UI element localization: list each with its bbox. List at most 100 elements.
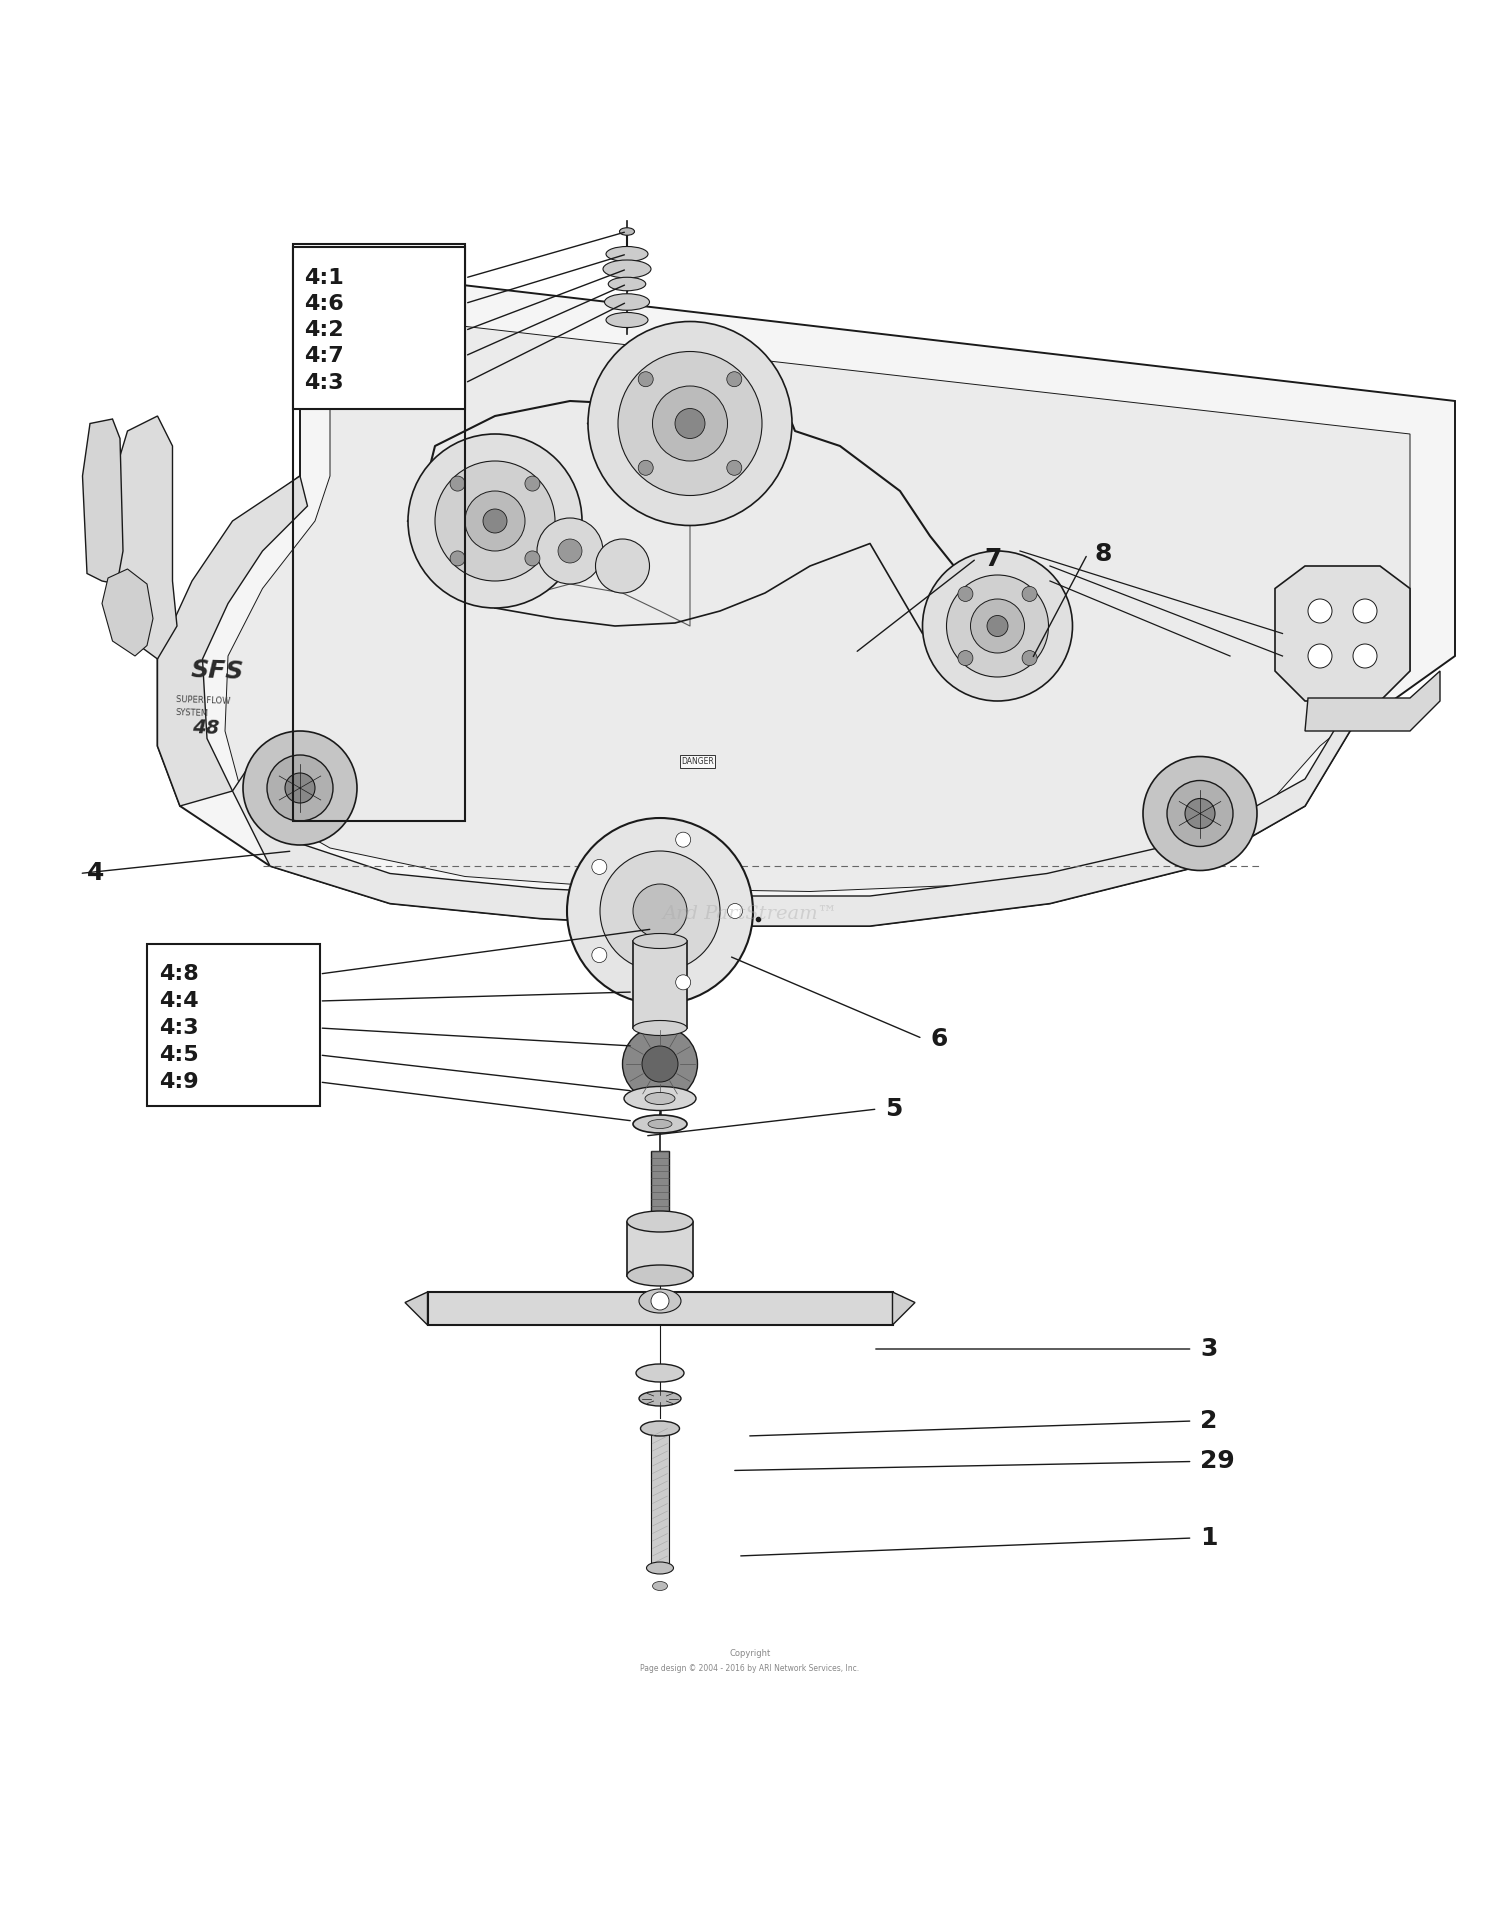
Circle shape	[651, 1293, 669, 1310]
Text: 4:3: 4:3	[159, 1017, 198, 1038]
Text: 2: 2	[1200, 1409, 1218, 1432]
Circle shape	[1185, 799, 1215, 828]
Text: 4:6: 4:6	[304, 294, 344, 314]
Circle shape	[987, 616, 1008, 637]
Ellipse shape	[609, 277, 645, 291]
Text: 48: 48	[192, 719, 220, 738]
Text: 4:2: 4:2	[304, 321, 344, 340]
Text: DANGER: DANGER	[681, 757, 714, 767]
Circle shape	[592, 858, 608, 874]
Circle shape	[592, 948, 608, 962]
Text: SYSTEM: SYSTEM	[176, 707, 208, 719]
Circle shape	[958, 587, 974, 602]
Circle shape	[465, 491, 525, 551]
Bar	[627, 1222, 693, 1275]
Ellipse shape	[652, 1581, 668, 1591]
Circle shape	[525, 476, 540, 491]
Bar	[633, 941, 687, 1029]
Text: 4: 4	[87, 862, 105, 885]
Circle shape	[243, 730, 357, 845]
Text: 29: 29	[1200, 1449, 1234, 1474]
Circle shape	[267, 755, 333, 820]
Circle shape	[728, 461, 742, 476]
Text: SFS: SFS	[190, 658, 244, 683]
Ellipse shape	[603, 260, 651, 277]
Text: Copyright: Copyright	[729, 1648, 771, 1658]
Circle shape	[970, 598, 1024, 654]
Polygon shape	[158, 476, 308, 807]
Text: 4:1: 4:1	[304, 268, 344, 289]
Circle shape	[675, 975, 690, 990]
Circle shape	[958, 650, 974, 665]
Polygon shape	[892, 1293, 915, 1325]
Circle shape	[600, 851, 720, 971]
Text: 4:7: 4:7	[304, 346, 344, 365]
Polygon shape	[225, 312, 1410, 891]
Polygon shape	[102, 570, 153, 656]
Ellipse shape	[627, 1210, 693, 1231]
Polygon shape	[405, 1293, 427, 1325]
Circle shape	[675, 409, 705, 438]
Ellipse shape	[645, 1092, 675, 1105]
Ellipse shape	[620, 228, 634, 235]
Circle shape	[1167, 780, 1233, 847]
Circle shape	[483, 509, 507, 533]
Circle shape	[728, 371, 742, 386]
Circle shape	[652, 386, 728, 461]
Circle shape	[1022, 587, 1036, 602]
Circle shape	[675, 832, 690, 847]
Text: 6: 6	[930, 1027, 948, 1050]
Polygon shape	[82, 419, 123, 583]
Text: 4:3: 4:3	[304, 373, 344, 394]
Circle shape	[946, 576, 1048, 677]
Polygon shape	[158, 266, 1455, 925]
Circle shape	[558, 539, 582, 562]
Circle shape	[638, 461, 652, 476]
Text: Ard PartStream™: Ard PartStream™	[663, 904, 837, 923]
Circle shape	[450, 476, 465, 491]
Circle shape	[922, 551, 1072, 702]
Text: 8: 8	[1095, 541, 1113, 566]
Ellipse shape	[633, 1021, 687, 1036]
Polygon shape	[105, 417, 177, 660]
Circle shape	[618, 352, 762, 495]
Ellipse shape	[606, 247, 648, 262]
Ellipse shape	[639, 1289, 681, 1314]
Circle shape	[638, 371, 652, 386]
Circle shape	[285, 772, 315, 803]
Circle shape	[450, 551, 465, 566]
Ellipse shape	[646, 1562, 674, 1574]
Circle shape	[1022, 650, 1036, 665]
Text: SUPER FLOW: SUPER FLOW	[176, 696, 230, 706]
Circle shape	[525, 551, 540, 566]
Ellipse shape	[639, 1392, 681, 1405]
Text: 3: 3	[1200, 1336, 1218, 1361]
Bar	[292, 247, 465, 409]
Ellipse shape	[636, 1363, 684, 1382]
Circle shape	[1308, 644, 1332, 667]
Ellipse shape	[633, 933, 687, 948]
Ellipse shape	[627, 1266, 693, 1287]
Circle shape	[408, 434, 582, 608]
Bar	[147, 945, 320, 1105]
Ellipse shape	[604, 294, 650, 310]
Text: 4:5: 4:5	[159, 1046, 198, 1065]
Circle shape	[633, 883, 687, 939]
Bar	[651, 1428, 669, 1564]
Circle shape	[1308, 598, 1332, 623]
Text: 4:8: 4:8	[159, 964, 198, 985]
Bar	[651, 1151, 669, 1226]
Bar	[427, 1293, 892, 1325]
Circle shape	[642, 1046, 678, 1082]
Ellipse shape	[606, 312, 648, 327]
Polygon shape	[232, 641, 1380, 925]
Text: 4:9: 4:9	[159, 1073, 198, 1092]
Circle shape	[1143, 757, 1257, 870]
Text: Page design © 2004 - 2016 by ARI Network Services, Inc.: Page design © 2004 - 2016 by ARI Network…	[640, 1663, 860, 1673]
Polygon shape	[1305, 671, 1440, 730]
Circle shape	[435, 461, 555, 581]
Circle shape	[588, 321, 792, 526]
Text: 1: 1	[1200, 1526, 1218, 1551]
Ellipse shape	[633, 1115, 687, 1134]
Ellipse shape	[624, 1086, 696, 1111]
